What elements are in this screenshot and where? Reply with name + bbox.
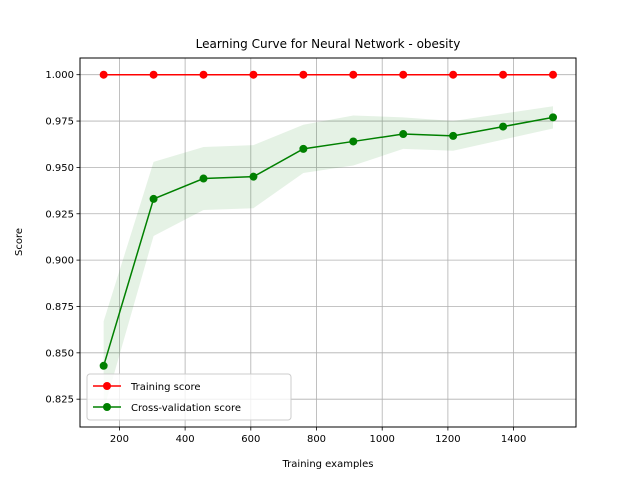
band-cv bbox=[103, 106, 554, 411]
point-cv bbox=[99, 361, 108, 370]
point-cv bbox=[499, 122, 508, 131]
legend-marker-training bbox=[103, 382, 111, 390]
x-tick-label: 800 bbox=[307, 434, 326, 445]
y-axis-label: Score bbox=[14, 228, 25, 256]
point-cv bbox=[449, 131, 458, 140]
confidence-bands bbox=[103, 106, 554, 411]
x-tick-label: 1000 bbox=[369, 434, 394, 445]
plot-area-frame bbox=[79, 57, 577, 428]
x-tick-label: 600 bbox=[241, 434, 260, 445]
point-training bbox=[349, 70, 358, 79]
point-training bbox=[299, 70, 308, 79]
x-tick-label: 400 bbox=[176, 434, 195, 445]
y-tick-label: 1.000 bbox=[45, 70, 74, 81]
legend-label-cv: Cross-validation score bbox=[131, 403, 241, 414]
legend-box bbox=[86, 373, 292, 421]
point-cv bbox=[549, 113, 558, 122]
legend-marker-cv bbox=[103, 403, 111, 411]
point-training bbox=[399, 70, 408, 79]
legend: Training score Cross-validation score bbox=[86, 373, 292, 421]
point-cv bbox=[349, 137, 358, 146]
series-line-cv bbox=[102, 116, 554, 367]
point-cv bbox=[249, 172, 258, 181]
point-training bbox=[549, 70, 558, 79]
y-tick-label: 0.950 bbox=[45, 163, 74, 174]
legend-label-training: Training score bbox=[130, 382, 201, 393]
y-tick-label: 0.850 bbox=[45, 348, 74, 359]
point-cv bbox=[149, 194, 158, 203]
point-training bbox=[199, 70, 208, 79]
point-cv bbox=[199, 174, 208, 183]
x-tick-label: 1400 bbox=[501, 434, 526, 445]
point-training bbox=[499, 70, 508, 79]
point-training bbox=[249, 70, 258, 79]
chart-title: Learning Curve for Neural Network - obes… bbox=[196, 37, 461, 51]
point-training bbox=[449, 70, 458, 79]
y-tick-label: 0.825 bbox=[45, 395, 74, 406]
point-training bbox=[149, 70, 158, 79]
y-tick-label: 0.925 bbox=[45, 209, 74, 220]
point-training bbox=[99, 70, 108, 79]
y-tick-label: 0.975 bbox=[45, 117, 74, 128]
y-tick-label: 0.875 bbox=[45, 302, 74, 313]
point-cv bbox=[399, 130, 408, 139]
x-tick-label: 200 bbox=[110, 434, 129, 445]
x-tick-label: 1200 bbox=[435, 434, 460, 445]
x-axis-label: Training examples bbox=[282, 459, 374, 470]
x-axis-ticks: 200 400 600 800 1000 1200 1400 bbox=[110, 427, 526, 445]
y-tick-label: 0.900 bbox=[45, 256, 74, 267]
y-axis-ticks: 0.825 0.850 0.875 0.900 0.925 0.950 0.975 1.000 bbox=[45, 70, 80, 406]
point-cv bbox=[299, 144, 308, 153]
series-lines bbox=[99, 70, 558, 370]
